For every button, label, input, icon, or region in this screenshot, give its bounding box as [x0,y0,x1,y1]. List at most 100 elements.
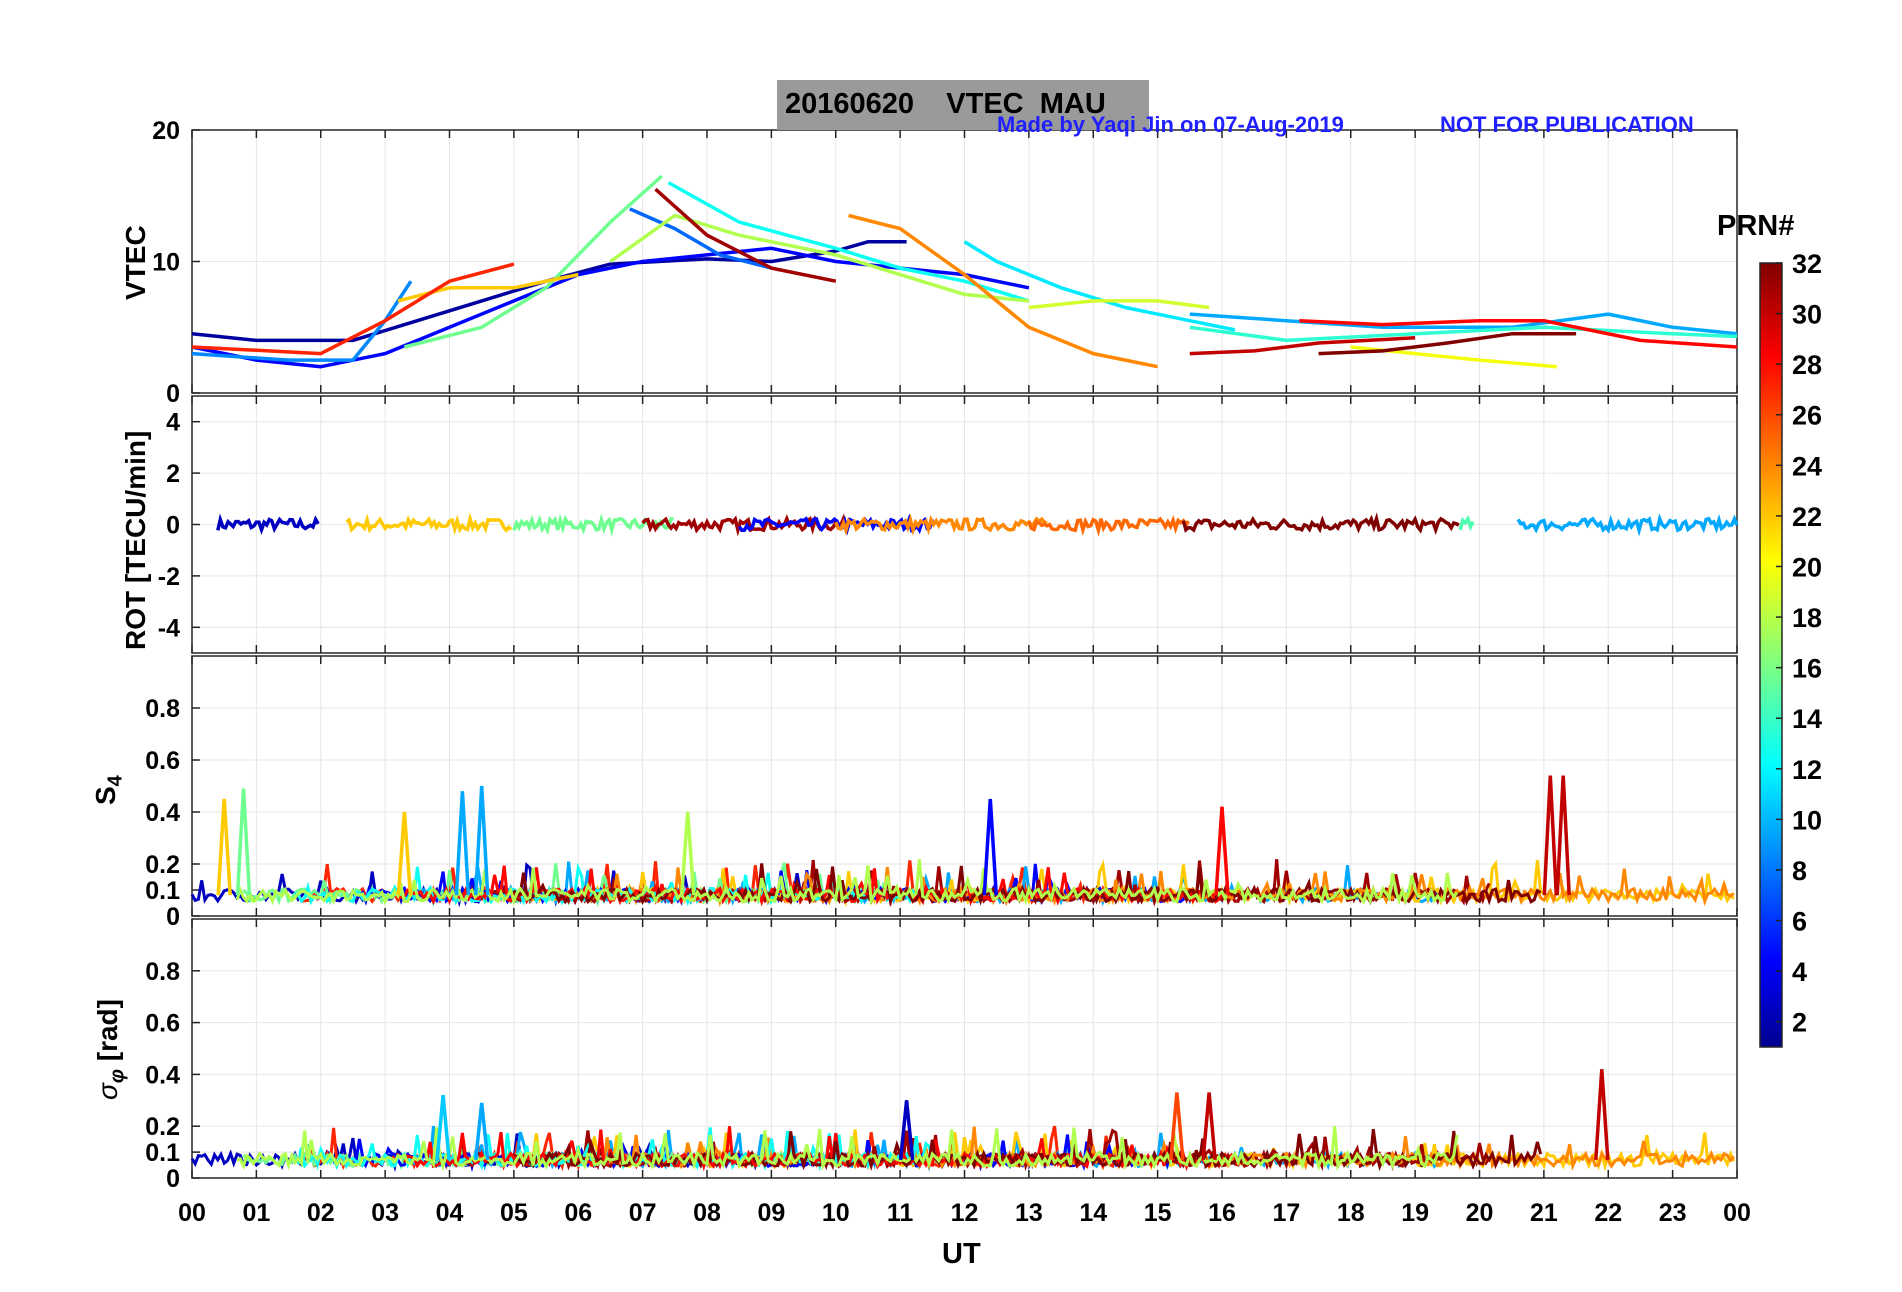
ytick-label: 0.4 [145,799,180,827]
ytick-label: 0.4 [145,1061,180,1089]
scint-peak-prn-3 [898,1100,915,1161]
colorbar-tick-label: 22 [1792,502,1822,532]
scint-peak-prn-22 [216,798,232,896]
rot-series-prn-32 [1181,512,1460,536]
xtick-label: 22 [1594,1199,1622,1227]
rot-series-prn-15 [1458,515,1475,532]
scint-peak-prn-18 [679,811,696,896]
title-box [777,80,1149,130]
xtick-label: 17 [1272,1199,1300,1227]
ylabel-s4: S4 [90,775,127,805]
xtick-label: 16 [1208,1199,1236,1227]
colorbar-tick-label: 6 [1792,907,1807,937]
vtec-series-prn-27 [191,262,515,356]
panel-1-frame [191,129,1738,394]
ylabel-vtec: VTEC [120,225,151,300]
scint-peak-prn-16 [235,788,252,896]
vtec-series-prn-9 [191,280,413,362]
vtec-series-prn-19 [1028,299,1210,310]
scint-peak-prn-30 [1594,1069,1610,1161]
ytick-label: 0.2 [145,851,180,879]
scint-peak-prn-30 [1201,1092,1217,1161]
xtick-label: 11 [887,1199,914,1227]
xlabel-ut: UT [942,1238,981,1270]
xtick-label: 13 [1015,1199,1043,1227]
xtick-label: 06 [564,1199,592,1227]
colorbar-tick-label: 28 [1792,350,1822,380]
ytick-label: 0.1 [145,877,180,905]
xtick-label: 05 [500,1199,528,1227]
ytick-label: -2 [158,563,180,591]
panel-3-frame [191,655,1738,917]
ytick-label: 0 [166,903,180,931]
colorbar-tick-label: 12 [1792,755,1822,785]
xtick-label: 19 [1401,1199,1429,1227]
scint-peak-prn-26 [1169,1092,1185,1161]
scint-peak-prn-30 [1542,775,1559,896]
rot-series-prn-3 [216,513,320,536]
ytick-label: 0.6 [145,1010,180,1038]
ytick-label: 0.1 [145,1139,180,1167]
colorbar-tick-label: 30 [1792,300,1822,330]
credit-text: Made by Yaqi Jin on 07-Aug-2019 [997,112,1344,137]
ytick-label: 0 [166,380,180,408]
ytick-label: -4 [158,614,180,642]
vtec-series-prn-28 [1299,318,1738,349]
vtec-series-prn-31 [654,187,837,283]
rot-series-prn-5 [737,513,934,536]
vtec-series-prn-5 [191,246,1030,369]
ylabel-sigma-phi: σφ [rad] [92,999,129,1100]
colorbar-tick-label: 4 [1792,957,1807,987]
notice-text: NOT FOR PUBLICATION [1440,112,1694,137]
scint-series-prn-18 [236,1125,1459,1172]
xtick-label: 07 [629,1199,657,1227]
colorbar-tick-label: 8 [1792,856,1807,886]
colorbar-tick-label: 20 [1792,552,1822,582]
vtec-series-prn-12 [963,240,1236,332]
xtick-label: 20 [1466,1199,1494,1227]
rot-series-prn-22 [345,512,513,536]
xtick-label: 12 [951,1199,979,1227]
vtec-series-prn-14 [1189,325,1738,343]
colorbar-tick-label: 14 [1792,704,1822,734]
colorbar-tick-label: 26 [1792,401,1822,431]
rot-series-prn-31 [641,513,851,537]
scint-peak-prn-30 [1555,775,1571,896]
rot-series-prn-10 [1516,513,1739,537]
rot-series-prn-24 [834,513,1048,536]
xtick-label: 00 [178,1199,206,1227]
xtick-label: 04 [436,1199,464,1227]
xtick-label: 14 [1079,1199,1107,1227]
colorbar-tick-label: 10 [1792,805,1822,835]
ytick-label: 0 [166,512,180,540]
vtec-series-prn-24 [848,213,1158,369]
ytick-label: 4 [166,409,180,437]
panel-4-frame [191,918,1738,1179]
scint-peak-prn-10 [473,785,490,896]
xtick-label: 23 [1659,1199,1687,1227]
ylabel-rot: ROT [TECU/min] [120,430,151,650]
ytick-label: 10 [152,249,180,277]
colorbar-tick-label: 32 [1792,249,1822,279]
scint-peak-prn-22 [396,811,413,896]
xtick-label: 03 [371,1199,399,1227]
ytick-label: 2 [166,460,180,488]
xtick-label: 15 [1144,1199,1172,1227]
ytick-label: 0.8 [145,958,180,986]
scint-peak-prn-5 [982,798,999,896]
vtec-series-prn-22 [397,272,579,303]
chart-title: 20160620 VTEC MAU [785,88,1106,120]
colorbar-tick-label: 18 [1792,603,1822,633]
xtick-label: 18 [1337,1199,1365,1227]
scint-peak-prn-10 [473,1102,490,1161]
xtick-label: 00 [1723,1199,1751,1227]
ytick-label: 0.8 [145,695,180,723]
xtick-label: 21 [1530,1199,1558,1227]
scint-peak-prn-11 [435,1094,451,1161]
ytick-label: 0.6 [145,747,180,775]
colorbar-tick-label: 24 [1792,451,1822,481]
ytick-label: 0 [166,1165,180,1193]
xtick-label: 02 [307,1199,335,1227]
colorbar-gradient [1759,262,1783,1048]
